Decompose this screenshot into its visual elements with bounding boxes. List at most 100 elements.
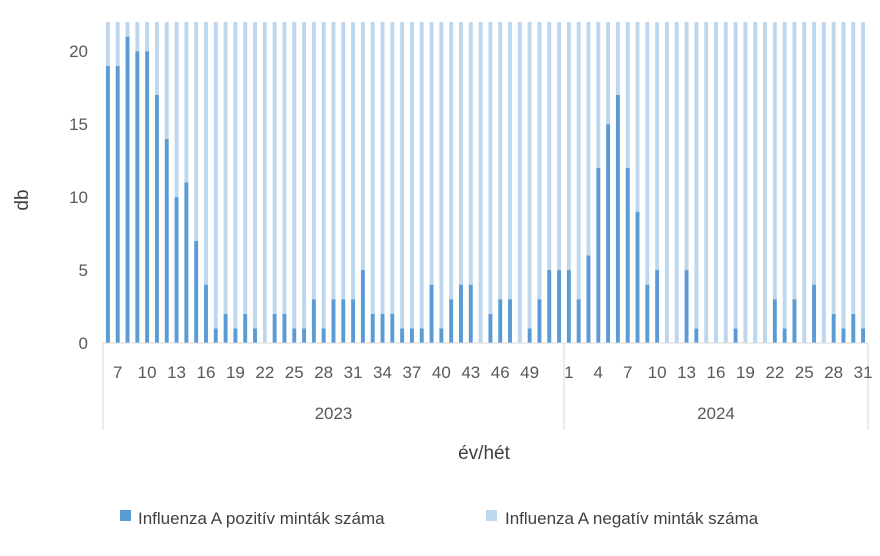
bar-negative [282,22,287,314]
bar-negative [753,22,758,343]
bar-negative [851,22,856,314]
bar-positive [380,313,385,343]
bar-negative [194,22,199,241]
x-tick-label: 31 [344,363,363,382]
bar-positive [419,328,424,343]
x-tick-label: 22 [255,363,274,382]
bar-negative [821,22,826,343]
bar-negative [262,22,267,343]
bar-negative [664,22,669,343]
x-axis-ticks: 7 10 13 16 19 22 25 28 31 34 37 40 43 46 49 1 4 7 10 13 16 19… [113,363,873,382]
bar-positive [321,328,326,343]
bar-negative [547,22,552,271]
bar-positive [154,94,159,343]
bar-positive [586,255,591,343]
x-tick-label: 7 [623,363,632,382]
bar-positive [105,65,110,344]
bar-positive [429,284,434,343]
bar-negative [370,22,375,314]
bar-negative [253,22,257,329]
bar-negative [380,22,385,314]
bar-negative [684,22,689,271]
bar-negative [360,22,365,271]
bar-positive [831,313,836,343]
x-tick-label: 43 [461,363,480,382]
bar-positive [174,197,179,343]
bar-positive [409,328,414,343]
x-tick-label: 40 [432,363,451,382]
bar-negative [204,22,208,285]
bar-negative [782,22,787,329]
bar-negative [704,22,709,343]
bar-positive [694,328,699,343]
bar-negative [311,22,316,300]
bar-negative [154,22,159,95]
bar-negative [223,22,228,314]
legend-label-negative: Influenza A negatív minták száma [505,509,759,528]
bar-positive [684,270,689,343]
x-tick-label: 25 [795,363,814,382]
x-tick-label: 13 [167,363,186,382]
bar-negative [213,22,218,329]
bar-negative [400,22,405,329]
bar-positive [135,51,140,344]
bar-positive [390,313,395,343]
x-tick-label: 19 [226,363,245,382]
bar-negative [321,22,326,329]
x-tick-label: 7 [113,363,122,382]
bar-positive [233,328,238,343]
bar-positive [253,328,257,343]
y-tick-label: 10 [69,188,88,207]
bar-positive [792,299,797,343]
legend-label-positive: Influenza A pozitív minták száma [138,509,385,528]
bar-negative [331,22,336,300]
bar-negative [439,22,444,329]
x-group-label: 2023 [315,404,353,423]
bar-negative [566,22,571,271]
bar-negative [723,22,728,343]
bar-negative [802,22,807,343]
bar-positive [547,270,552,343]
bar-positive [282,313,287,343]
y-axis-ticks: 0 5 10 15 20 [69,42,88,353]
bar-negative [488,22,493,314]
bar-positive [360,270,365,343]
bar-negative [351,22,356,300]
bar-negative [302,22,307,329]
x-axis [102,342,869,430]
y-tick-label: 5 [79,261,88,280]
bar-negative [694,22,699,329]
bar-negative [292,22,297,329]
bar-negative [409,22,414,329]
bar-negative [635,22,640,212]
bar-positive [527,328,532,343]
bar-positive [557,270,562,343]
x-tick-label: 34 [373,363,392,382]
bar-negative [743,22,748,343]
bar-negative [537,22,542,300]
bar-negative [419,22,424,329]
bar-positive [566,270,571,343]
bar-positive [145,51,150,344]
bar-positive [851,313,856,343]
y-axis-title: db [12,189,33,210]
bar-negative [792,22,797,300]
bar-positive [370,313,375,343]
bar-negative [478,22,483,343]
y-tick-label: 20 [69,42,88,61]
bar-negative [508,22,512,300]
x-tick-label: 16 [707,363,726,382]
bar-positive [164,138,169,343]
bar-positive [213,328,218,343]
bar-positive [645,284,650,343]
x-tick-label: 19 [736,363,755,382]
bar-positive [772,299,777,343]
x-tick-label: 46 [491,363,510,382]
bar-positive [351,299,356,343]
bar-positive [488,313,493,343]
x-tick-label: 31 [854,363,873,382]
bar-negative [243,22,248,314]
bar-positive [635,211,640,343]
bar-negative [135,22,140,52]
